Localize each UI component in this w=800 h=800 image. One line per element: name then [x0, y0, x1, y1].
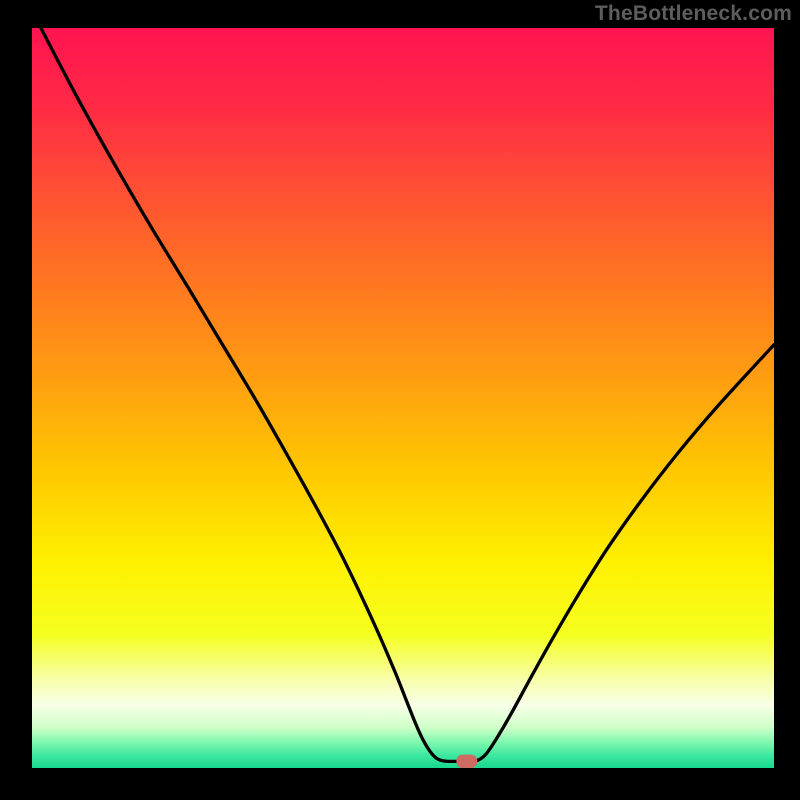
- minimum-marker: [456, 755, 477, 768]
- plot-svg: [32, 28, 774, 768]
- gradient-background: [32, 28, 774, 768]
- watermark-label: TheBottleneck.com: [595, 2, 792, 26]
- bottleneck-plot: [32, 28, 774, 768]
- chart-frame: TheBottleneck.com: [0, 0, 800, 800]
